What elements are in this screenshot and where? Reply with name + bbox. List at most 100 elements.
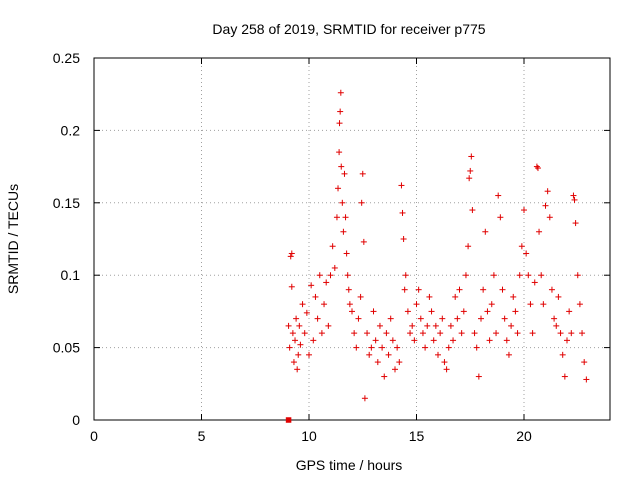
data-point [296,322,303,329]
y-tick-label: 0 [72,412,80,428]
data-point [570,192,577,199]
data-point [428,308,435,315]
data-point [571,196,578,203]
data-point [574,272,581,279]
data-point [430,337,437,344]
y-axis-label: SRMTID / TECUs [5,184,21,294]
data-point [447,322,454,329]
data-point [518,243,525,250]
data-point [333,214,340,221]
data-point [538,272,545,279]
data-point [576,301,583,308]
data-point [287,253,294,260]
data-point [289,330,296,337]
data-point [564,337,570,344]
data-point [523,250,530,257]
data-point [456,286,463,293]
data-point [540,301,547,308]
data-point [484,308,491,315]
data-point [318,330,325,337]
data-point [525,272,532,279]
data-point [339,199,346,206]
data-point [514,330,521,337]
data-point [372,337,379,344]
data-point [341,170,348,177]
data-point [361,395,368,402]
data-point [557,330,564,337]
plot-frame [93,57,611,421]
data-point [299,301,306,308]
x-axis-label: GPS time / hours [296,457,403,473]
data-point [346,301,353,308]
data-point [310,337,317,344]
data-point [548,286,555,293]
data-point [294,366,301,373]
data-point [439,315,446,322]
data-point [370,308,377,315]
data-point [568,330,575,337]
data-point [471,330,478,337]
data-point [437,330,444,337]
data-point [345,286,352,293]
data-point [561,373,568,380]
data-point [399,209,406,216]
x-tick-label: 5 [198,428,206,444]
data-point [387,315,394,322]
data-point [368,344,375,351]
data-point [292,337,299,344]
data-point [527,301,534,308]
data-point [379,344,386,351]
data-point [401,286,408,293]
data-point [510,293,517,300]
data-point [454,315,461,322]
data-point [432,322,439,329]
data-point [424,322,431,329]
data-point [555,293,562,300]
data-point [566,308,573,315]
data-point [544,188,551,195]
data-point [308,282,315,289]
data-point [413,301,420,308]
data-point [553,322,560,329]
y-tick-label: 0.25 [53,50,80,66]
data-point [493,330,500,337]
data-point [286,344,293,351]
data-point [546,214,553,221]
data-point [465,243,472,250]
y-tick-label: 0.2 [61,122,81,138]
data-point [301,330,308,337]
x-tick-label: 0 [90,428,98,444]
data-point [353,344,360,351]
data-point [389,337,396,344]
data-points [285,89,590,423]
data-point [336,149,343,156]
data-point [460,308,467,315]
data-point [349,308,355,315]
data-point [536,228,543,235]
data-point [441,359,448,366]
data-point [331,264,338,271]
data-point [312,293,319,300]
data-point [342,214,349,221]
data-point [396,359,403,366]
square-data-point [285,417,292,423]
data-point [411,337,418,344]
data-point [343,250,350,257]
data-point [490,272,497,279]
data-point [366,351,373,358]
data-point [415,286,422,293]
data-point [581,359,588,366]
data-point [486,337,493,344]
data-point [323,279,330,286]
data-point [531,279,538,286]
data-point [482,228,489,235]
data-point [381,373,388,380]
data-point [358,199,365,206]
data-point [306,351,312,358]
data-point [516,272,523,279]
data-point [337,89,344,96]
data-point [360,238,367,245]
data-point [533,163,540,170]
data-point [417,315,424,322]
